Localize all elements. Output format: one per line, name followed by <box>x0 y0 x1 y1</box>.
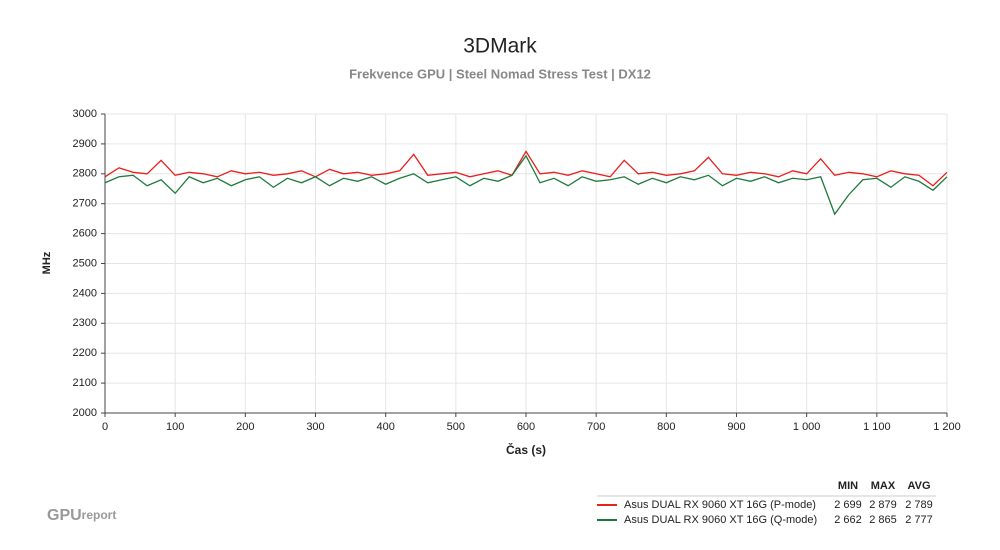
x-tick-label: 800 <box>657 421 675 433</box>
x-tick-label: 1 200 <box>933 421 961 433</box>
y-tick-label: 2700 <box>73 198 97 210</box>
legend-label: Asus DUAL RX 9060 XT 16G (P-mode) <box>624 499 816 511</box>
y-tick-label: 2400 <box>73 287 97 299</box>
series-line <box>104 154 948 216</box>
x-tick-label: 600 <box>517 421 535 433</box>
legend-header: AVG <box>907 480 930 492</box>
y-tick-label: 2900 <box>73 138 97 150</box>
y-tick-label: 2500 <box>73 257 97 269</box>
x-tick-label: 700 <box>587 421 605 433</box>
x-tick-label: 100 <box>166 421 184 433</box>
legend-stat: 2 662 <box>834 514 862 526</box>
legend-header: MIN <box>838 480 858 492</box>
y-tick-label: 2300 <box>73 317 97 329</box>
logo-sub: report <box>82 508 117 522</box>
x-tick-label: 900 <box>727 421 745 433</box>
x-tick-label: 500 <box>447 421 465 433</box>
x-axis-label: Čas (s) <box>506 442 546 457</box>
series-line <box>104 150 948 187</box>
logo: GPUreport <box>47 507 116 524</box>
y-tick-label: 3000 <box>73 108 97 120</box>
x-tick-label: 0 <box>102 421 108 433</box>
x-tick-label: 200 <box>236 421 254 433</box>
legend-label: Asus DUAL RX 9060 XT 16G (Q-mode) <box>624 514 817 526</box>
y-tick-label: 2800 <box>73 168 97 180</box>
chart-title: 3DMark <box>463 35 537 58</box>
y-tick-label: 2200 <box>73 347 97 359</box>
x-tick-label: 400 <box>376 421 394 433</box>
x-tick-label: 1 000 <box>793 421 821 433</box>
legend-stat: 2 865 <box>869 514 897 526</box>
legend-stat: 2 789 <box>905 499 933 511</box>
logo-main: GPU <box>47 507 82 524</box>
x-tick-label: 300 <box>306 421 324 433</box>
legend-stat: 2 699 <box>834 499 862 511</box>
legend-stat: 2 777 <box>905 514 933 526</box>
y-axis-label: MHz <box>41 251 53 274</box>
y-tick-label: 2600 <box>73 228 97 240</box>
y-tick-label: 2100 <box>73 377 97 389</box>
legend-stat: 2 879 <box>869 499 897 511</box>
x-tick-label: 1 100 <box>863 421 891 433</box>
y-tick-label: 2000 <box>73 407 97 419</box>
chart-subtitle: Frekvence GPU | Steel Nomad Stress Test … <box>349 66 651 81</box>
legend-header: MAX <box>871 480 896 492</box>
